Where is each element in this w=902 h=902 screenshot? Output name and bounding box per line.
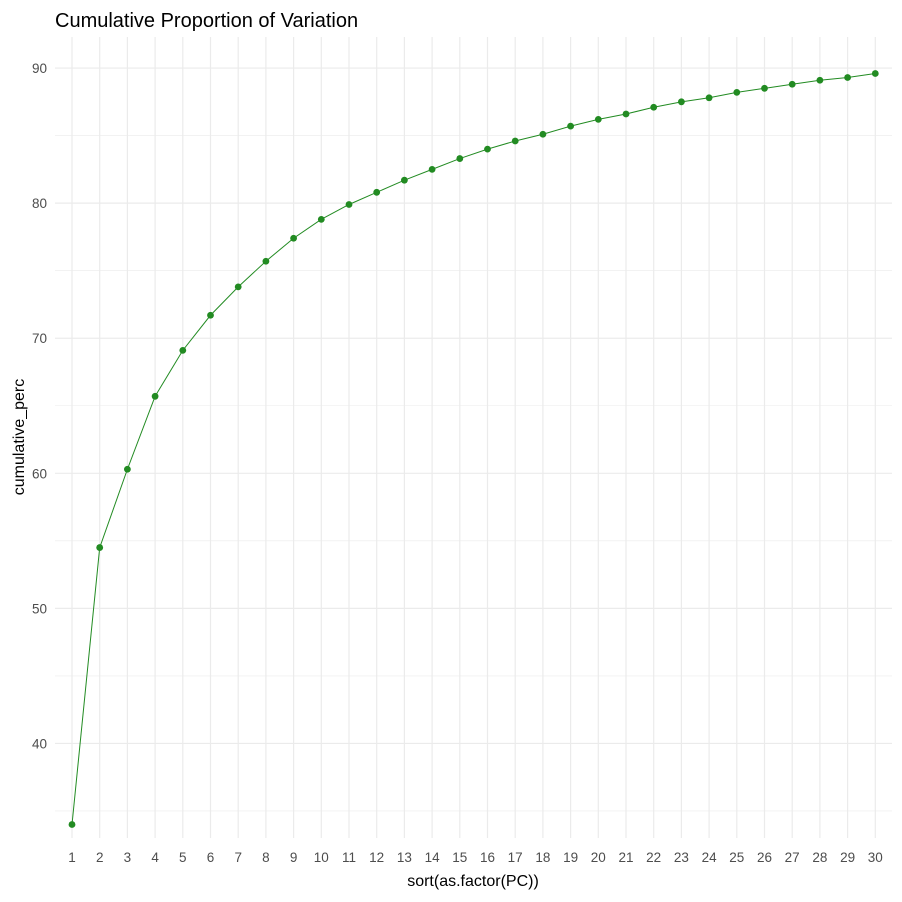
data-point-16	[484, 145, 491, 153]
data-point-29	[844, 74, 851, 81]
data-point-18	[539, 130, 547, 138]
data-point-6	[207, 311, 214, 319]
y-tick-label-5: 90	[32, 61, 47, 76]
data-point-21	[622, 110, 630, 118]
x-tick-label-17: 18	[535, 850, 550, 865]
major-gridlines	[55, 37, 892, 838]
series-line-0	[71, 72, 876, 825]
x-tick-label-4: 5	[179, 850, 187, 865]
y-tick-label-0: 40	[32, 736, 47, 751]
data-point-24	[705, 94, 713, 102]
x-tick-label-26: 27	[785, 850, 800, 865]
x-tick-label-22: 23	[674, 850, 689, 865]
x-tick-label-24: 25	[729, 850, 744, 865]
data-point-8	[262, 257, 270, 265]
x-axis-tick-labels: 1 2 3 4 5 6 7 8 9 10 11 12 13 14 15 16 17 18 19 20 21 22 23 24 2…	[68, 850, 883, 865]
data-point-20	[594, 115, 602, 123]
data-point-30	[871, 70, 879, 77]
data-point-13	[401, 176, 408, 184]
data-point-26	[761, 84, 768, 92]
data-point-28	[816, 76, 824, 84]
x-tick-label-12: 13	[397, 850, 412, 865]
x-tick-label-16: 17	[508, 850, 523, 865]
x-axis-title: sort(as.factor(PC))	[407, 873, 539, 890]
x-tick-label-19: 20	[591, 850, 606, 865]
x-tick-label-3: 4	[151, 850, 159, 865]
x-tick-label-2: 3	[124, 850, 132, 865]
data-point-14	[428, 165, 436, 173]
x-tick-label-1: 2	[96, 850, 104, 865]
y-tick-label-2: 60	[32, 466, 47, 481]
x-tick-label-13: 14	[425, 850, 441, 865]
data-point-19	[567, 122, 574, 130]
x-tick-label-5: 6	[207, 850, 215, 865]
data-point-9	[290, 234, 297, 242]
x-tick-label-7: 8	[262, 850, 270, 865]
y-tick-label-1: 50	[32, 601, 47, 616]
data-point-5	[179, 346, 187, 354]
x-tick-label-14: 15	[452, 850, 467, 865]
data-point-2	[96, 544, 104, 551]
series-points-group	[68, 70, 879, 828]
x-tick-label-0: 1	[68, 850, 76, 865]
data-point-7	[234, 283, 242, 291]
data-point-12	[373, 188, 381, 196]
y-tick-label-4: 80	[32, 196, 47, 211]
y-tick-label-3: 70	[32, 331, 47, 346]
x-tick-label-15: 16	[480, 850, 495, 865]
minor-gridlines	[55, 135, 892, 812]
data-point-23	[678, 98, 685, 106]
y-axis-title: cumulative_perc	[11, 379, 28, 496]
data-point-22	[650, 103, 658, 111]
x-tick-label-23: 24	[702, 850, 718, 865]
x-tick-label-29: 30	[868, 850, 883, 865]
data-point-15	[456, 155, 464, 162]
data-point-4	[151, 392, 159, 400]
x-tick-label-10: 11	[342, 850, 356, 865]
x-tick-label-27: 28	[812, 850, 827, 865]
x-tick-label-20: 21	[618, 850, 633, 865]
data-point-25	[733, 88, 741, 96]
data-point-10	[317, 215, 325, 223]
data-point-17	[511, 137, 519, 145]
x-tick-label-28: 29	[840, 850, 855, 865]
x-tick-label-25: 26	[757, 850, 772, 865]
x-tick-label-9: 10	[314, 850, 329, 865]
data-point-11	[345, 201, 353, 208]
x-tick-label-11: 12	[369, 850, 384, 865]
chart-title: Cumulative Proportion of Variation	[55, 10, 358, 32]
data-point-1	[68, 821, 76, 828]
x-tick-label-6: 7	[234, 850, 242, 865]
data-point-27	[788, 80, 796, 88]
series-line-group	[71, 72, 876, 825]
x-tick-label-21: 22	[646, 850, 661, 865]
y-axis-tick-labels: 40 50 60 70 80 90	[32, 61, 47, 751]
x-tick-label-8: 9	[290, 850, 298, 865]
x-tick-label-18: 19	[563, 850, 578, 865]
data-point-3	[124, 465, 131, 473]
